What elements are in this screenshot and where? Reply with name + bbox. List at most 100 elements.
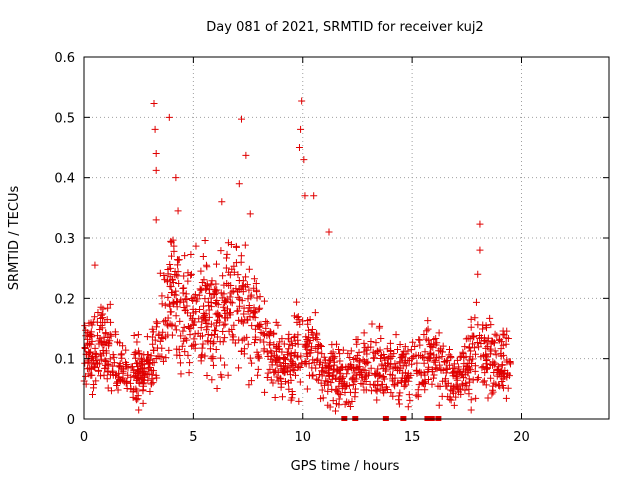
data-point [349, 381, 357, 389]
data-point [442, 375, 450, 383]
data-point [263, 374, 271, 382]
data-point [201, 237, 209, 245]
y-tick-label: 0.1 [54, 353, 75, 368]
data-point [159, 334, 167, 342]
data-point [224, 305, 232, 313]
data-point [92, 377, 100, 385]
data-point [333, 366, 341, 374]
data-point [309, 356, 317, 364]
data-point [151, 125, 159, 133]
data-point [353, 352, 361, 360]
data-point [175, 256, 183, 264]
data-point [177, 370, 185, 378]
data-point [165, 113, 173, 121]
data-point [240, 345, 248, 353]
data-point [219, 327, 227, 335]
data-point [169, 236, 177, 244]
data-point [433, 365, 441, 373]
data-point [469, 340, 477, 348]
data-point [254, 371, 262, 379]
data-point [247, 293, 255, 301]
data-point [198, 332, 206, 340]
data-point [224, 239, 232, 247]
data-point [233, 307, 241, 315]
data-point [359, 356, 367, 364]
data-point [261, 388, 269, 396]
data-point [361, 344, 369, 352]
data-point [101, 318, 109, 326]
data-point [234, 293, 242, 301]
data-point [372, 386, 380, 394]
data-point [387, 389, 395, 397]
data-point [266, 341, 274, 349]
data-point [313, 335, 321, 343]
data-point [91, 313, 99, 321]
ticks: 0 0.1 0.2 0.3 0.4 0.5 0.6 0 5 10 15 20 [54, 51, 609, 445]
data-point [336, 350, 344, 358]
data-point [188, 314, 196, 322]
data-point [389, 392, 397, 400]
data-point [131, 348, 139, 356]
data-point [165, 346, 173, 354]
data-point [246, 210, 254, 218]
data-point [100, 371, 108, 379]
data-point [428, 380, 436, 388]
data-point [208, 277, 216, 285]
data-point [497, 338, 505, 346]
data-point [260, 297, 268, 305]
data-point [457, 352, 465, 360]
data-point [483, 364, 491, 372]
data-point [152, 150, 160, 158]
data-point [187, 250, 195, 258]
data-point [123, 360, 131, 368]
data-point [274, 321, 282, 329]
data-point [134, 395, 142, 403]
data-point [218, 294, 226, 302]
data-point [431, 356, 439, 364]
data-point [369, 348, 377, 356]
data-point [207, 320, 215, 328]
data-point [227, 241, 235, 249]
data-point [396, 340, 404, 348]
data-point [138, 369, 146, 377]
data-point [221, 361, 229, 369]
data-point [172, 287, 180, 295]
data-point [149, 328, 157, 336]
data-point [383, 345, 391, 353]
data-point [307, 346, 315, 354]
data-point [374, 377, 382, 385]
data-point [468, 360, 476, 368]
data-point [322, 377, 330, 385]
data-point [185, 325, 193, 333]
data-point [459, 348, 467, 356]
data-point [398, 374, 406, 382]
data-point [502, 394, 510, 402]
data-point [435, 401, 443, 409]
data-point [241, 241, 249, 249]
data-point [446, 361, 454, 369]
data-point [267, 329, 275, 337]
data-point [237, 252, 245, 260]
data-point [303, 345, 311, 353]
data-point [415, 336, 423, 344]
data-point [246, 354, 254, 362]
data-point [335, 390, 343, 398]
data-point [235, 316, 243, 324]
data-point [248, 322, 256, 330]
data-point [380, 353, 388, 361]
data-point [469, 355, 477, 363]
data-point [473, 375, 481, 383]
data-point [484, 394, 492, 402]
data-point [471, 314, 479, 322]
data-point [204, 331, 212, 339]
data-point [420, 359, 428, 367]
data-point [336, 391, 344, 399]
data-point [123, 378, 131, 386]
data-point [341, 388, 349, 396]
data-point [442, 369, 450, 377]
data-point [236, 302, 244, 310]
data-point [133, 338, 141, 346]
data-point [291, 371, 299, 379]
data-point [147, 352, 155, 360]
